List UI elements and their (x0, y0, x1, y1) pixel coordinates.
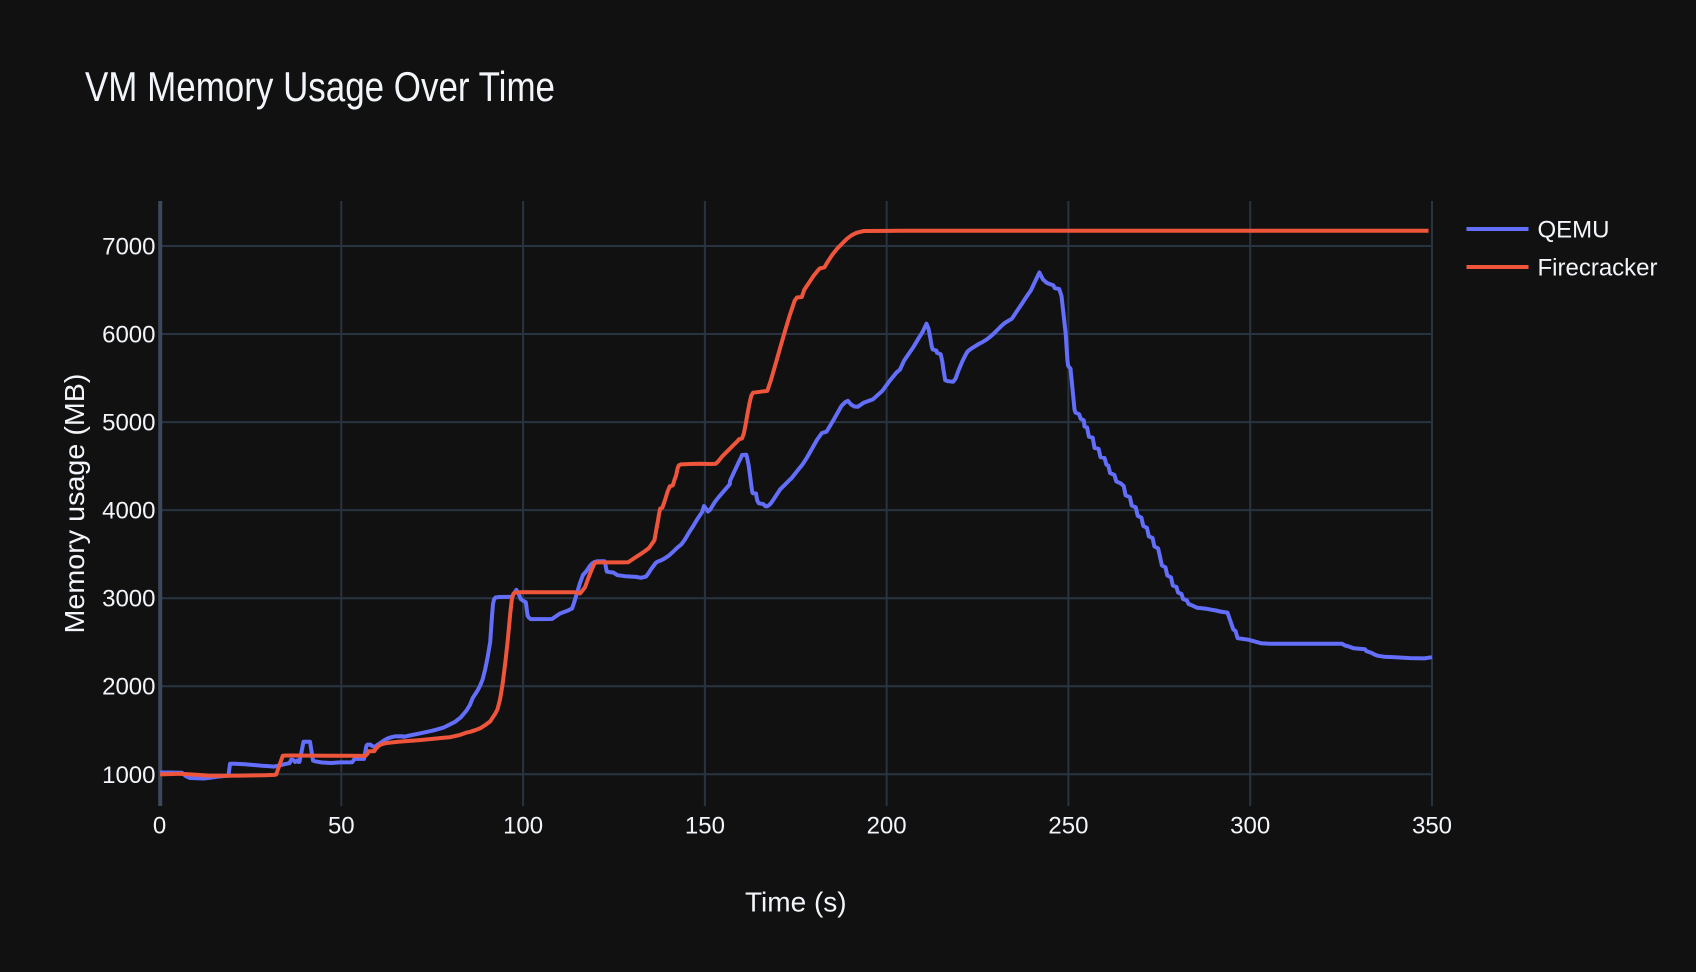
svg-text:300: 300 (1230, 813, 1270, 840)
svg-text:QEMU: QEMU (1538, 217, 1610, 244)
svg-text:4000: 4000 (102, 498, 155, 525)
svg-text:200: 200 (867, 813, 907, 840)
svg-text:50: 50 (328, 813, 355, 840)
svg-text:0: 0 (153, 813, 166, 840)
svg-text:150: 150 (685, 813, 725, 840)
svg-text:5000: 5000 (102, 410, 155, 437)
svg-text:250: 250 (1048, 813, 1088, 840)
svg-text:Memory usage (MB): Memory usage (MB) (59, 374, 90, 634)
svg-text:Firecracker: Firecracker (1538, 255, 1658, 282)
svg-text:6000: 6000 (102, 322, 155, 349)
svg-text:100: 100 (503, 813, 543, 840)
svg-text:1000: 1000 (102, 762, 155, 789)
svg-text:Time (s): Time (s) (745, 887, 847, 918)
svg-text:VM Memory Usage Over Time: VM Memory Usage Over Time (85, 63, 555, 110)
svg-text:7000: 7000 (102, 234, 155, 261)
svg-text:350: 350 (1412, 813, 1452, 840)
svg-text:3000: 3000 (102, 586, 155, 613)
svg-text:2000: 2000 (102, 674, 155, 701)
